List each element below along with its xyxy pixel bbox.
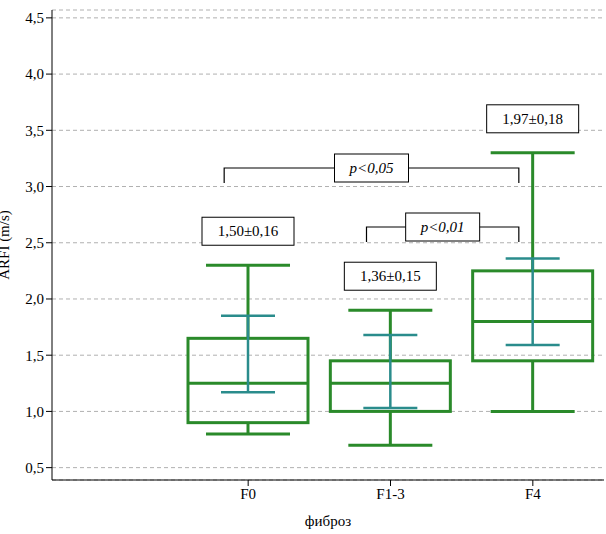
svg-text:1,36±0,15: 1,36±0,15 xyxy=(360,268,421,284)
svg-text:2,5: 2,5 xyxy=(25,235,44,251)
svg-text:1,97±0,18: 1,97±0,18 xyxy=(502,111,563,127)
svg-text:4,5: 4,5 xyxy=(25,10,44,26)
svg-text:1,50±0,16: 1,50±0,16 xyxy=(218,223,279,239)
svg-text:фиброз: фиброз xyxy=(305,513,351,529)
svg-text:2,0: 2,0 xyxy=(25,291,44,307)
svg-text:4,0: 4,0 xyxy=(25,66,44,82)
svg-text:F1-3: F1-3 xyxy=(376,486,404,502)
svg-text:p<0,05: p<0,05 xyxy=(349,160,394,176)
svg-text:1,0: 1,0 xyxy=(25,404,44,420)
svg-text:F4: F4 xyxy=(525,486,541,502)
svg-text:0,5: 0,5 xyxy=(25,460,44,476)
svg-text:3,0: 3,0 xyxy=(25,179,44,195)
svg-text:3,5: 3,5 xyxy=(25,123,44,139)
svg-text:p<0,01: p<0,01 xyxy=(420,219,465,235)
svg-text:1,5: 1,5 xyxy=(25,348,44,364)
svg-text:ARFI (m/s): ARFI (m/s) xyxy=(8,210,13,280)
svg-text:F0: F0 xyxy=(240,486,256,502)
